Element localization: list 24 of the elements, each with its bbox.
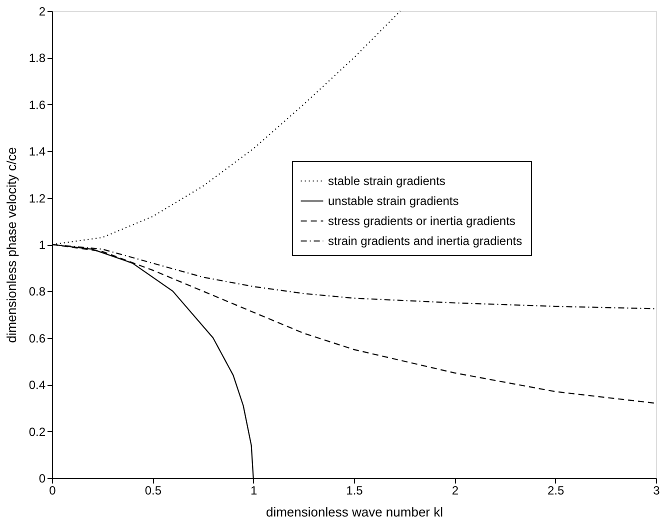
y-tick-label: 0.6 — [28, 331, 46, 346]
y-tick-label: 0 — [38, 472, 46, 486]
y-tick-label: 2 — [38, 4, 46, 18]
x-tick-label: 0.5 — [144, 484, 162, 498]
x-tick-label: 2 — [452, 484, 459, 498]
y-tick-label: 0.4 — [28, 378, 46, 392]
y-axis-title: dimensionless phase velocity c/ce — [4, 147, 19, 343]
legend-label: stable strain gradients — [328, 174, 446, 188]
y-tick-label: 0.8 — [28, 284, 46, 299]
legend-label: strain gradients and inertia gradients — [328, 234, 522, 248]
x-tick-label: 3 — [653, 484, 660, 498]
legend-label: stress gradients or inertia gradients — [328, 214, 516, 228]
y-tick-label: 1.8 — [28, 51, 46, 66]
y-tick-label: 1.6 — [28, 98, 46, 112]
x-tick-label: 2.5 — [547, 484, 564, 498]
x-tick-label: 0 — [49, 484, 56, 498]
y-tick-label: 0.2 — [28, 424, 46, 439]
y-tick-label: 1.2 — [28, 191, 46, 206]
legend-label: unstable strain gradients — [328, 194, 459, 208]
x-axis-title: dimensionless wave number kl — [266, 504, 444, 520]
y-tick-label: 1.4 — [28, 144, 46, 159]
y-tick-label: 1 — [38, 238, 46, 252]
x-tick-label: 1 — [250, 484, 258, 498]
x-tick-label: 1.5 — [346, 484, 364, 498]
